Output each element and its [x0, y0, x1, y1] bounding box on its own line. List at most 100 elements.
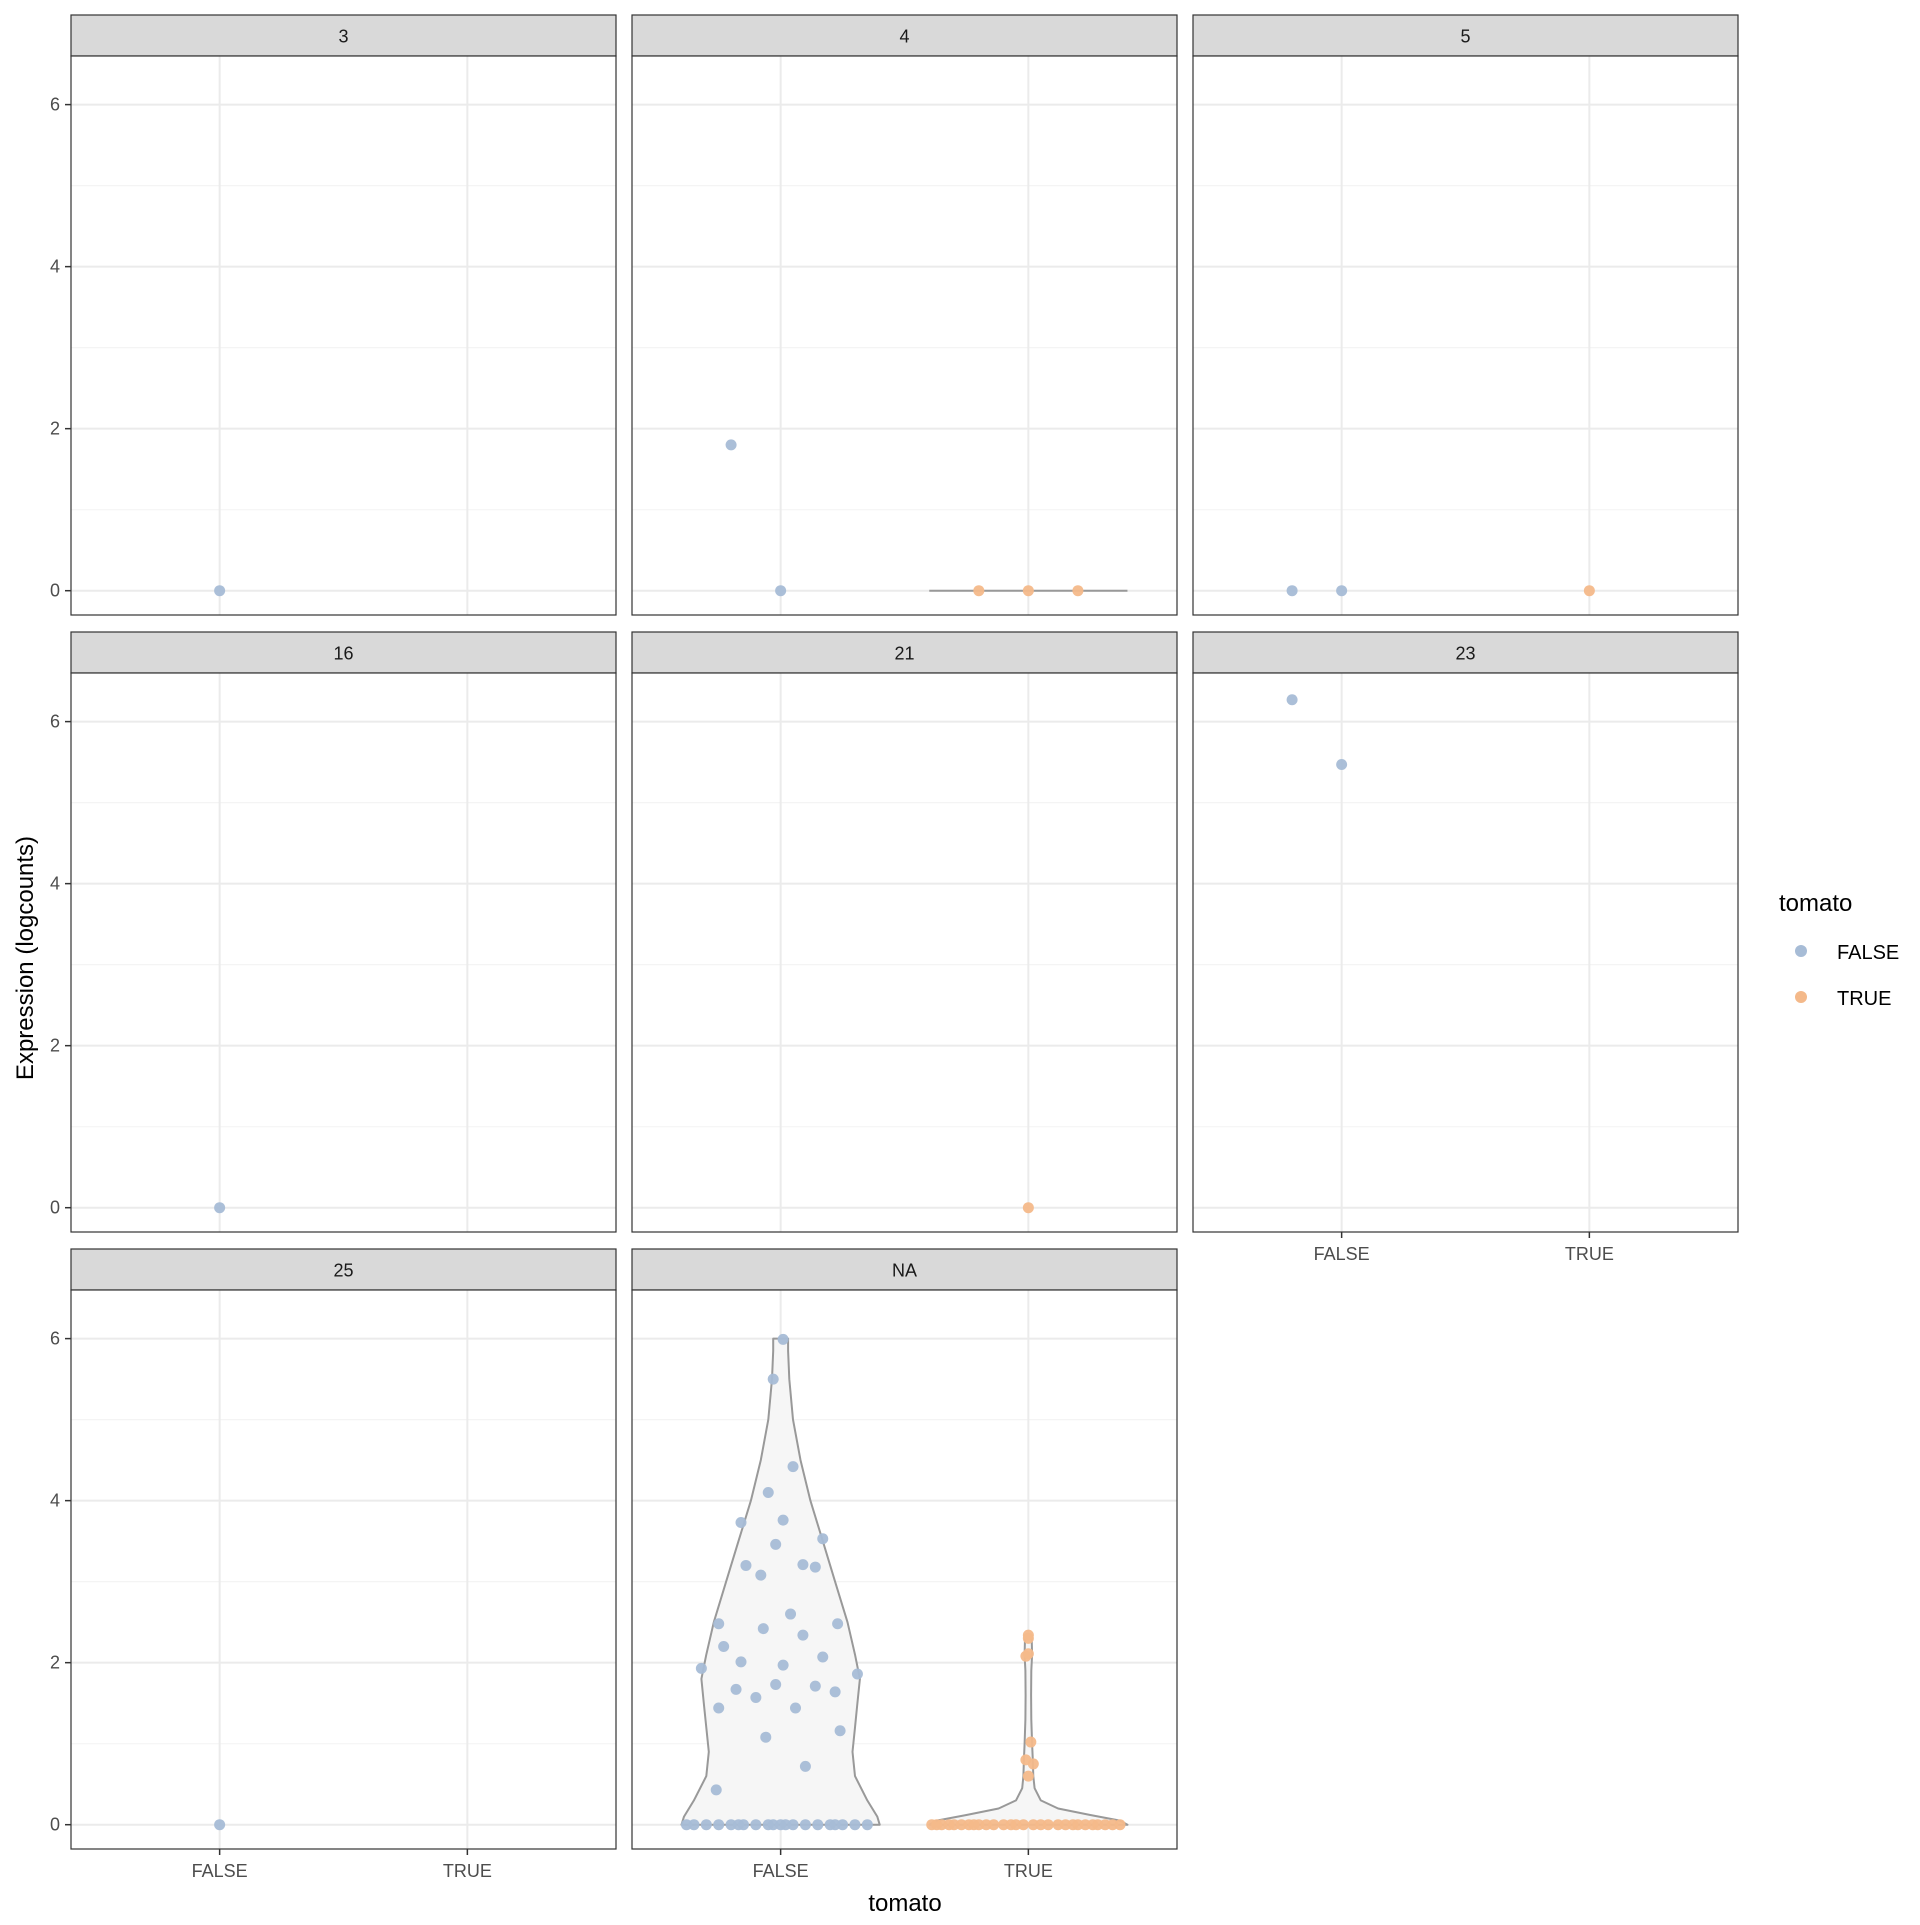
legend-label-false: FALSE	[1837, 942, 1899, 964]
panel-na: NA FALSE TRUE	[631, 1248, 1178, 1881]
point-false	[809, 1680, 821, 1692]
point-false	[767, 1373, 779, 1385]
panel-border	[70, 55, 617, 616]
point-false	[817, 1533, 829, 1545]
point-false	[809, 1561, 821, 1573]
point-true	[1017, 1819, 1029, 1831]
point-true	[988, 1819, 1000, 1831]
panel-background	[71, 673, 616, 1232]
point-true	[1072, 585, 1084, 597]
point-false	[750, 1819, 762, 1831]
point-false	[851, 1668, 863, 1680]
point-false	[750, 1692, 762, 1704]
point-false	[775, 585, 787, 597]
point-false	[713, 1618, 725, 1630]
point-false	[735, 1517, 747, 1529]
point-true	[1583, 585, 1595, 597]
point-false	[1336, 585, 1348, 597]
point-false	[861, 1819, 873, 1831]
point-false	[770, 1679, 782, 1691]
x-tick-label: TRUE	[1004, 1861, 1053, 1881]
legend: tomato FALSE TRUE	[1779, 890, 1899, 1010]
facet-strip	[1192, 14, 1739, 57]
point-false	[812, 1819, 824, 1831]
y-tick-label: 0	[50, 581, 60, 601]
x-tick-label: TRUE	[443, 1861, 492, 1881]
x-tick-label: FALSE	[192, 1861, 248, 1881]
y-axis-title: Expression (logcounts)	[12, 836, 39, 1080]
facet-label: 21	[894, 644, 914, 664]
point-false	[785, 1608, 797, 1620]
point-false	[688, 1819, 700, 1831]
point-false	[777, 1333, 789, 1345]
y-tick-label: 0	[50, 1198, 60, 1218]
x-tick-label: TRUE	[1565, 1244, 1614, 1264]
point-true	[1114, 1819, 1126, 1831]
legend-key-true	[1795, 991, 1807, 1003]
point-false	[799, 1819, 811, 1831]
point-false	[849, 1819, 861, 1831]
panel-border	[70, 1289, 617, 1850]
y-tick-label: 4	[50, 257, 60, 277]
legend-label-true: TRUE	[1837, 988, 1891, 1010]
point-false	[735, 1656, 747, 1668]
point-true	[1022, 1632, 1034, 1644]
point-false	[790, 1702, 801, 1714]
point-false	[797, 1629, 809, 1641]
point-true	[1027, 1758, 1039, 1770]
point-false	[777, 1659, 789, 1671]
legend-title: tomato	[1779, 890, 1852, 917]
y-tick-label: 2	[50, 1653, 60, 1673]
facet-label: 25	[333, 1261, 353, 1281]
y-tick-label: 2	[50, 1036, 60, 1056]
point-true	[1022, 1202, 1034, 1214]
point-false	[1286, 585, 1298, 597]
point-false	[787, 1461, 799, 1473]
point-false	[817, 1651, 829, 1663]
point-false	[695, 1662, 707, 1674]
x-tick-label: FALSE	[753, 1861, 809, 1881]
panel-border	[631, 1289, 1178, 1850]
y-tick-label: 6	[50, 712, 60, 732]
point-false	[737, 1819, 749, 1831]
panel-border	[631, 672, 1178, 1233]
point-false	[700, 1819, 712, 1831]
point-false	[797, 1559, 809, 1571]
point-true	[1042, 1819, 1054, 1831]
panel-border	[1192, 672, 1739, 1233]
panel-background	[71, 56, 616, 615]
point-false	[762, 1487, 774, 1499]
point-true	[1025, 1736, 1037, 1748]
panel-25: 25 0 2 4 6 FALSE TRUE	[50, 1248, 617, 1881]
point-false	[713, 1702, 725, 1714]
point-false	[787, 1819, 799, 1831]
y-tick-label: 6	[50, 95, 60, 115]
facet-strip	[631, 631, 1178, 674]
point-false	[757, 1623, 769, 1635]
point-false	[799, 1760, 811, 1772]
facet-strip	[1192, 631, 1739, 674]
point-false	[214, 1202, 226, 1214]
panel-background	[1193, 56, 1738, 615]
point-false	[730, 1683, 742, 1695]
x-tick-label: FALSE	[1314, 1244, 1370, 1264]
point-false	[718, 1640, 730, 1652]
facet-label: NA	[892, 1261, 917, 1281]
point-false	[832, 1618, 844, 1630]
panel-border	[70, 672, 617, 1233]
panel-background	[632, 56, 1177, 615]
panel-background	[71, 1290, 616, 1849]
point-true	[1022, 1770, 1034, 1782]
legend-key-false	[1795, 945, 1807, 957]
point-false	[834, 1725, 846, 1737]
y-tick-label: 4	[50, 874, 60, 894]
panel-3: 3 0 2 4 6	[50, 14, 617, 616]
point-false	[837, 1819, 849, 1831]
facet-label: 23	[1455, 644, 1475, 664]
point-false	[777, 1514, 789, 1526]
panel-23: 23 FALSE TRUE	[1192, 631, 1739, 1264]
y-tick-label: 4	[50, 1491, 60, 1511]
point-false	[770, 1538, 782, 1550]
